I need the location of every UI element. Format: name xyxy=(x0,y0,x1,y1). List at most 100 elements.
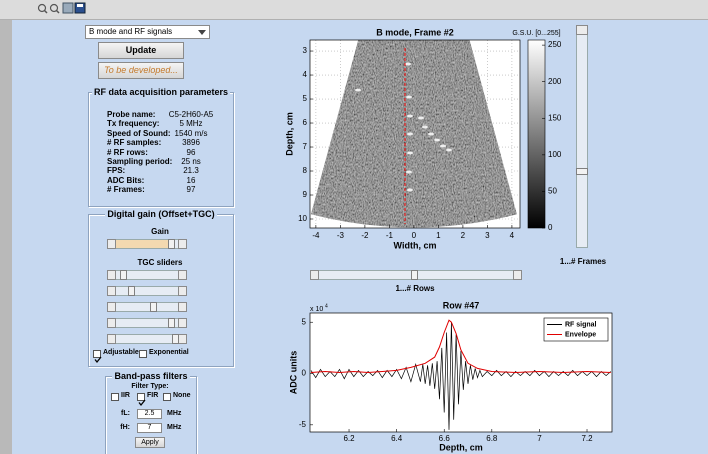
check-mark xyxy=(94,356,102,364)
x-tick-label: 6.8 xyxy=(486,434,498,443)
colorbar xyxy=(528,40,545,228)
tgc-label: TGC sliders xyxy=(88,258,232,267)
param-value: 97 xyxy=(160,185,222,194)
y-tick-label: 6 xyxy=(303,118,308,127)
filter-type-label: Filter Type: xyxy=(105,383,195,390)
frames-slider[interactable] xyxy=(576,25,588,248)
param-label: Tx frequency: xyxy=(107,119,159,128)
slider-thumb[interactable] xyxy=(411,270,418,280)
filter-type: IIR xyxy=(121,392,130,399)
y-tick-label: 4 xyxy=(303,70,308,79)
slider-arrow[interactable] xyxy=(576,25,588,35)
slider-arrow[interactable] xyxy=(107,286,116,296)
param-value: 5 MHz xyxy=(160,119,222,128)
y-tick-label: 5 xyxy=(303,94,308,103)
x-tick-label: 3 xyxy=(485,231,490,240)
gain-slider[interactable] xyxy=(107,239,187,249)
param-value: 16 xyxy=(160,176,222,185)
filter-type: None xyxy=(173,392,191,399)
y-tick-label: -5 xyxy=(299,420,307,429)
x-tick-label: -1 xyxy=(386,231,394,240)
field-input[interactable]: 7 xyxy=(137,423,162,433)
param-value: 96 xyxy=(160,148,222,157)
slider-arrow[interactable] xyxy=(107,334,116,344)
slider-arrow[interactable] xyxy=(310,270,319,280)
x-tick-label: -4 xyxy=(312,231,320,240)
slider-thumb[interactable] xyxy=(150,302,157,312)
param-label: FPS: xyxy=(107,166,125,175)
apply-button[interactable]: Apply xyxy=(135,437,165,448)
y-scale-exponent: 4 xyxy=(325,303,328,309)
field-unit: MHz xyxy=(167,410,181,417)
slider-arrow[interactable] xyxy=(178,302,187,312)
filter-checkbox[interactable] xyxy=(111,393,119,401)
param-value: C5-2H60-A5 xyxy=(160,110,222,119)
y-tick-label: 5 xyxy=(302,317,307,326)
param-value: 25 ns xyxy=(160,157,222,166)
x-tick-label: 0 xyxy=(412,231,417,240)
slider-thumb[interactable] xyxy=(576,168,588,175)
field-label: fL: xyxy=(112,410,130,417)
tgc-slider[interactable] xyxy=(107,286,187,296)
filter-checkbox[interactable] xyxy=(163,393,171,401)
param-label: # Frames: xyxy=(107,185,145,194)
colorbar-tick-label: 100 xyxy=(548,150,562,159)
x-tick-label: 1 xyxy=(436,231,441,240)
slider-thumb[interactable] xyxy=(128,286,135,296)
x-tick-label: 6.2 xyxy=(343,434,355,443)
y-tick-label: 7 xyxy=(303,142,308,151)
slider-thumb[interactable] xyxy=(172,334,179,344)
slider-arrow[interactable] xyxy=(107,239,116,249)
x-tick-label: -3 xyxy=(337,231,345,240)
x-tick-label: 2 xyxy=(461,231,466,240)
colorbar-tick-label: 50 xyxy=(548,187,557,196)
y-tick-label: 10 xyxy=(298,214,307,223)
slider-thumb[interactable] xyxy=(168,239,175,249)
legend-label: RF signal xyxy=(565,321,597,328)
rows-slider[interactable] xyxy=(310,270,522,280)
option-checkbox[interactable] xyxy=(139,350,147,358)
slider-arrow[interactable] xyxy=(178,318,187,328)
slider-arrow[interactable] xyxy=(178,239,187,249)
slider-arrow[interactable] xyxy=(107,270,116,280)
field-label: fH: xyxy=(112,424,130,431)
y-tick-label: 3 xyxy=(303,46,308,55)
tgc-slider[interactable] xyxy=(107,302,187,312)
checkbox-label: Exponential xyxy=(149,349,189,356)
x-tick-label: 6.4 xyxy=(391,434,403,443)
checkbox-label: Adjustable xyxy=(103,349,139,356)
y-tick-label: 0 xyxy=(302,369,307,378)
x-tick-label: 7.2 xyxy=(581,434,593,443)
param-value: 3896 xyxy=(160,138,222,147)
slider-arrow[interactable] xyxy=(107,318,116,328)
frames-slider-label: 1...# Frames xyxy=(545,257,621,266)
param-label: # RF samples: xyxy=(107,138,161,147)
param-label: Probe name: xyxy=(107,110,155,119)
slider-arrow[interactable] xyxy=(178,270,187,280)
slider-thumb[interactable] xyxy=(168,318,175,328)
filter-checkbox[interactable] xyxy=(137,393,145,401)
slider-arrow[interactable] xyxy=(178,286,187,296)
filter-type: FIR xyxy=(147,392,158,399)
slider-arrow[interactable] xyxy=(178,334,187,344)
colorbar-tick-label: 250 xyxy=(548,40,562,49)
option-checkbox[interactable] xyxy=(93,350,101,358)
tgc-slider[interactable] xyxy=(107,318,187,328)
chart-title: B mode, Frame #2 xyxy=(376,27,454,37)
tgc-slider[interactable] xyxy=(107,270,187,280)
x-axis-label: Width, cm xyxy=(394,240,437,250)
x-axis-label: Depth, cm xyxy=(439,442,483,452)
tgc-slider[interactable] xyxy=(107,334,187,344)
x-tick-label: -2 xyxy=(361,231,369,240)
slider-arrow[interactable] xyxy=(107,302,116,312)
gain-label: Gain xyxy=(88,227,232,236)
slider-thumb[interactable] xyxy=(120,270,127,280)
field-input[interactable]: 2.5 xyxy=(137,409,162,419)
param-value: 21.3 xyxy=(160,166,222,175)
y-tick-label: 8 xyxy=(303,166,308,175)
field-unit: MHz xyxy=(167,424,181,431)
app-window: B mode and RF signals Update To be devel… xyxy=(0,0,708,454)
y-axis-label: Depth, cm xyxy=(284,112,294,156)
chart-title: Row #47 xyxy=(443,300,480,310)
slider-arrow[interactable] xyxy=(513,270,522,280)
